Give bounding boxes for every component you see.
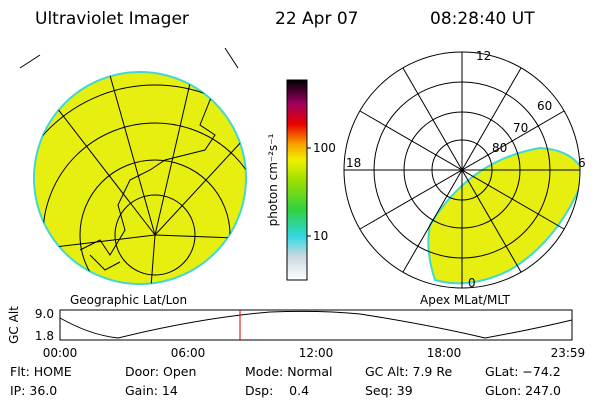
info-field: Door: Open	[125, 364, 196, 379]
date: 22 Apr 07	[275, 9, 358, 29]
altitude-xtick: 12:00	[299, 346, 334, 360]
altitude-xtick: 00:00	[43, 346, 78, 360]
info-field: Dsp: 0.4	[245, 383, 309, 398]
colorbar-label: photon cm⁻²s⁻¹	[266, 133, 280, 226]
geographic-map	[19, 47, 247, 285]
lat-label: 60	[537, 99, 552, 113]
lat-label: 80	[492, 141, 507, 155]
altitude-ylabel: GC Alt	[7, 306, 21, 344]
colorbar-tick: 10	[313, 229, 328, 243]
info-field: Mode: Normal	[245, 364, 332, 379]
info-field: Flt: HOME	[10, 364, 72, 379]
instrument-title: Ultraviolet Imager	[35, 9, 189, 29]
mlt-label: 18	[346, 156, 361, 170]
lat-label: 70	[513, 121, 528, 135]
info-field: IP: 36.0	[10, 383, 57, 398]
altitude-xtick: 23:59	[551, 346, 586, 360]
time: 08:28:40 UT	[430, 9, 535, 29]
altitude-xtick: 18:00	[427, 346, 462, 360]
info-field: GC Alt: 7.9 Re	[365, 364, 452, 379]
info-field: Seq: 39	[365, 383, 413, 398]
polar-map: 12 18 6 0 60 70 80	[343, 49, 586, 290]
colorbar-tick: 100	[313, 141, 336, 155]
colorbar	[286, 79, 308, 281]
info-field: GLat: −74.2	[485, 364, 561, 379]
altitude-ytick: 9.0	[35, 307, 54, 321]
right-caption: Apex MLat/MLT	[420, 293, 510, 307]
left-caption: Geographic Lat/Lon	[70, 293, 187, 307]
info-field: GLon: 247.0	[485, 383, 561, 398]
altitude-ytick: 1.8	[35, 329, 54, 343]
mlt-label: 6	[578, 156, 586, 170]
info-field: Gain: 14	[125, 383, 178, 398]
mlt-label: 12	[476, 49, 491, 63]
altitude-plot: GC Alt 9.0 1.8	[7, 306, 573, 344]
mlt-label: 0	[468, 276, 476, 290]
altitude-xtick: 06:00	[171, 346, 206, 360]
